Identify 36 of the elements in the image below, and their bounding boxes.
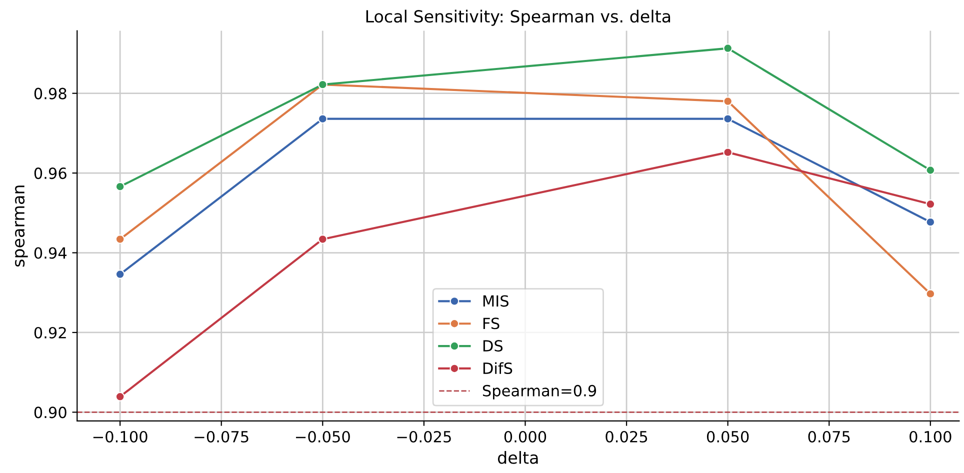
y-tick-label: 0.92 [34, 326, 66, 339]
x-tick-label: 0.100 [910, 430, 952, 443]
x-tick-label: −0.100 [93, 430, 148, 443]
y-tick-label: 0.98 [34, 88, 66, 100]
legend-label: FS [483, 318, 500, 330]
x-tick-label: 0.025 [606, 430, 648, 443]
y-tick-label: 0.94 [34, 247, 67, 259]
point [926, 289, 936, 299]
point [115, 392, 125, 402]
point [115, 270, 125, 280]
x-tick-label: 0.075 [808, 430, 850, 443]
point [926, 217, 936, 227]
point [723, 148, 733, 158]
point [723, 96, 733, 106]
x-tick-label: 0.050 [706, 430, 749, 443]
point [318, 234, 328, 244]
legend-label: MIS [483, 295, 508, 307]
y-tick-label: 0.96 [34, 168, 66, 180]
point [115, 234, 125, 244]
legend-label: Spearman=0.9 [482, 384, 596, 400]
y-tick-label: 0.90 [34, 406, 66, 418]
legend-label: DS [483, 340, 503, 352]
point [115, 182, 125, 192]
point [723, 44, 733, 54]
x-tick-label: 0.000 [504, 430, 546, 443]
x-tick-label: −0.075 [194, 430, 248, 443]
y-axis-title: spearman [15, 186, 28, 267]
point [926, 199, 936, 209]
point [926, 166, 936, 175]
x-axis-title: delta [498, 451, 538, 464]
legend-label: DifS [483, 362, 512, 374]
x-tick-label: −0.025 [397, 430, 451, 443]
point [318, 114, 328, 124]
x-tick-label: −0.050 [296, 430, 350, 443]
chart-title: Local Sensitivity: Spearman vs. delta [366, 10, 670, 26]
point [723, 114, 733, 124]
